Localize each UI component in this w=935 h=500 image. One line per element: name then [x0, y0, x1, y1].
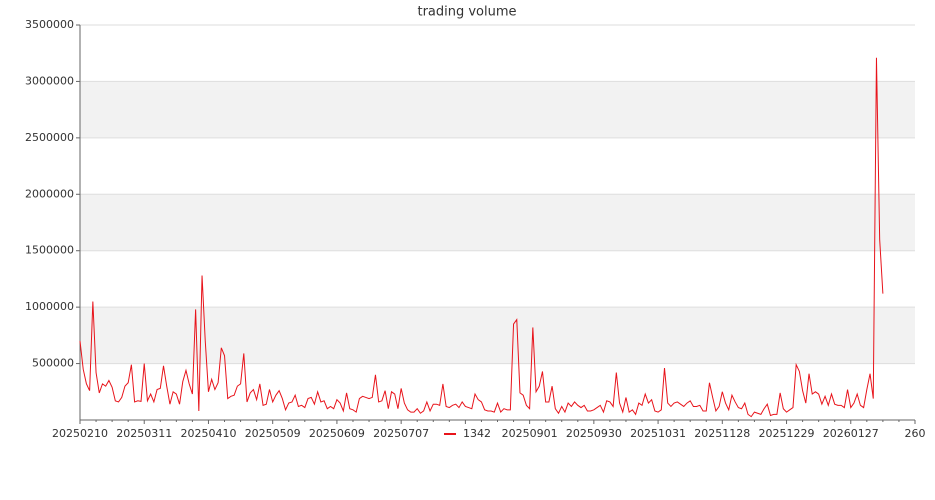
- x-tick-label: 20260127: [823, 427, 879, 440]
- y-tick-label: 1500000: [25, 244, 74, 257]
- grid-band: [80, 307, 915, 364]
- x-tick-label: 20250410: [180, 427, 236, 440]
- y-tick-label: 3500000: [25, 18, 74, 31]
- y-tick-label: 1000000: [25, 300, 74, 313]
- legend-label: 1342: [463, 427, 491, 440]
- grid-band: [80, 81, 915, 138]
- x-tick-label: 20251031: [630, 427, 686, 440]
- x-tick-label: 20250901: [502, 427, 558, 440]
- legend-box: [440, 426, 500, 442]
- x-tick-label: 20250509: [245, 427, 301, 440]
- y-tick-label: 2000000: [25, 187, 74, 200]
- x-tick-label: 20251229: [759, 427, 815, 440]
- x-tick-label: 20251128: [694, 427, 750, 440]
- x-tick-label: 20250210: [52, 427, 108, 440]
- data-line: [79, 57, 884, 418]
- y-tick-label: 2500000: [25, 131, 74, 144]
- x-tick-label: 20250707: [373, 427, 429, 440]
- x-tick-label: 260: [905, 427, 926, 440]
- legend: 1342: [440, 426, 500, 442]
- chart-title: trading volume: [417, 5, 516, 20]
- y-tick-label: 500000: [32, 357, 74, 370]
- y-tick-label: 3000000: [25, 74, 74, 87]
- x-tick-label: 20250930: [566, 427, 622, 440]
- x-tick-label: 20250311: [116, 427, 172, 440]
- grid-band: [80, 194, 915, 251]
- x-tick-label: 20250609: [309, 427, 365, 440]
